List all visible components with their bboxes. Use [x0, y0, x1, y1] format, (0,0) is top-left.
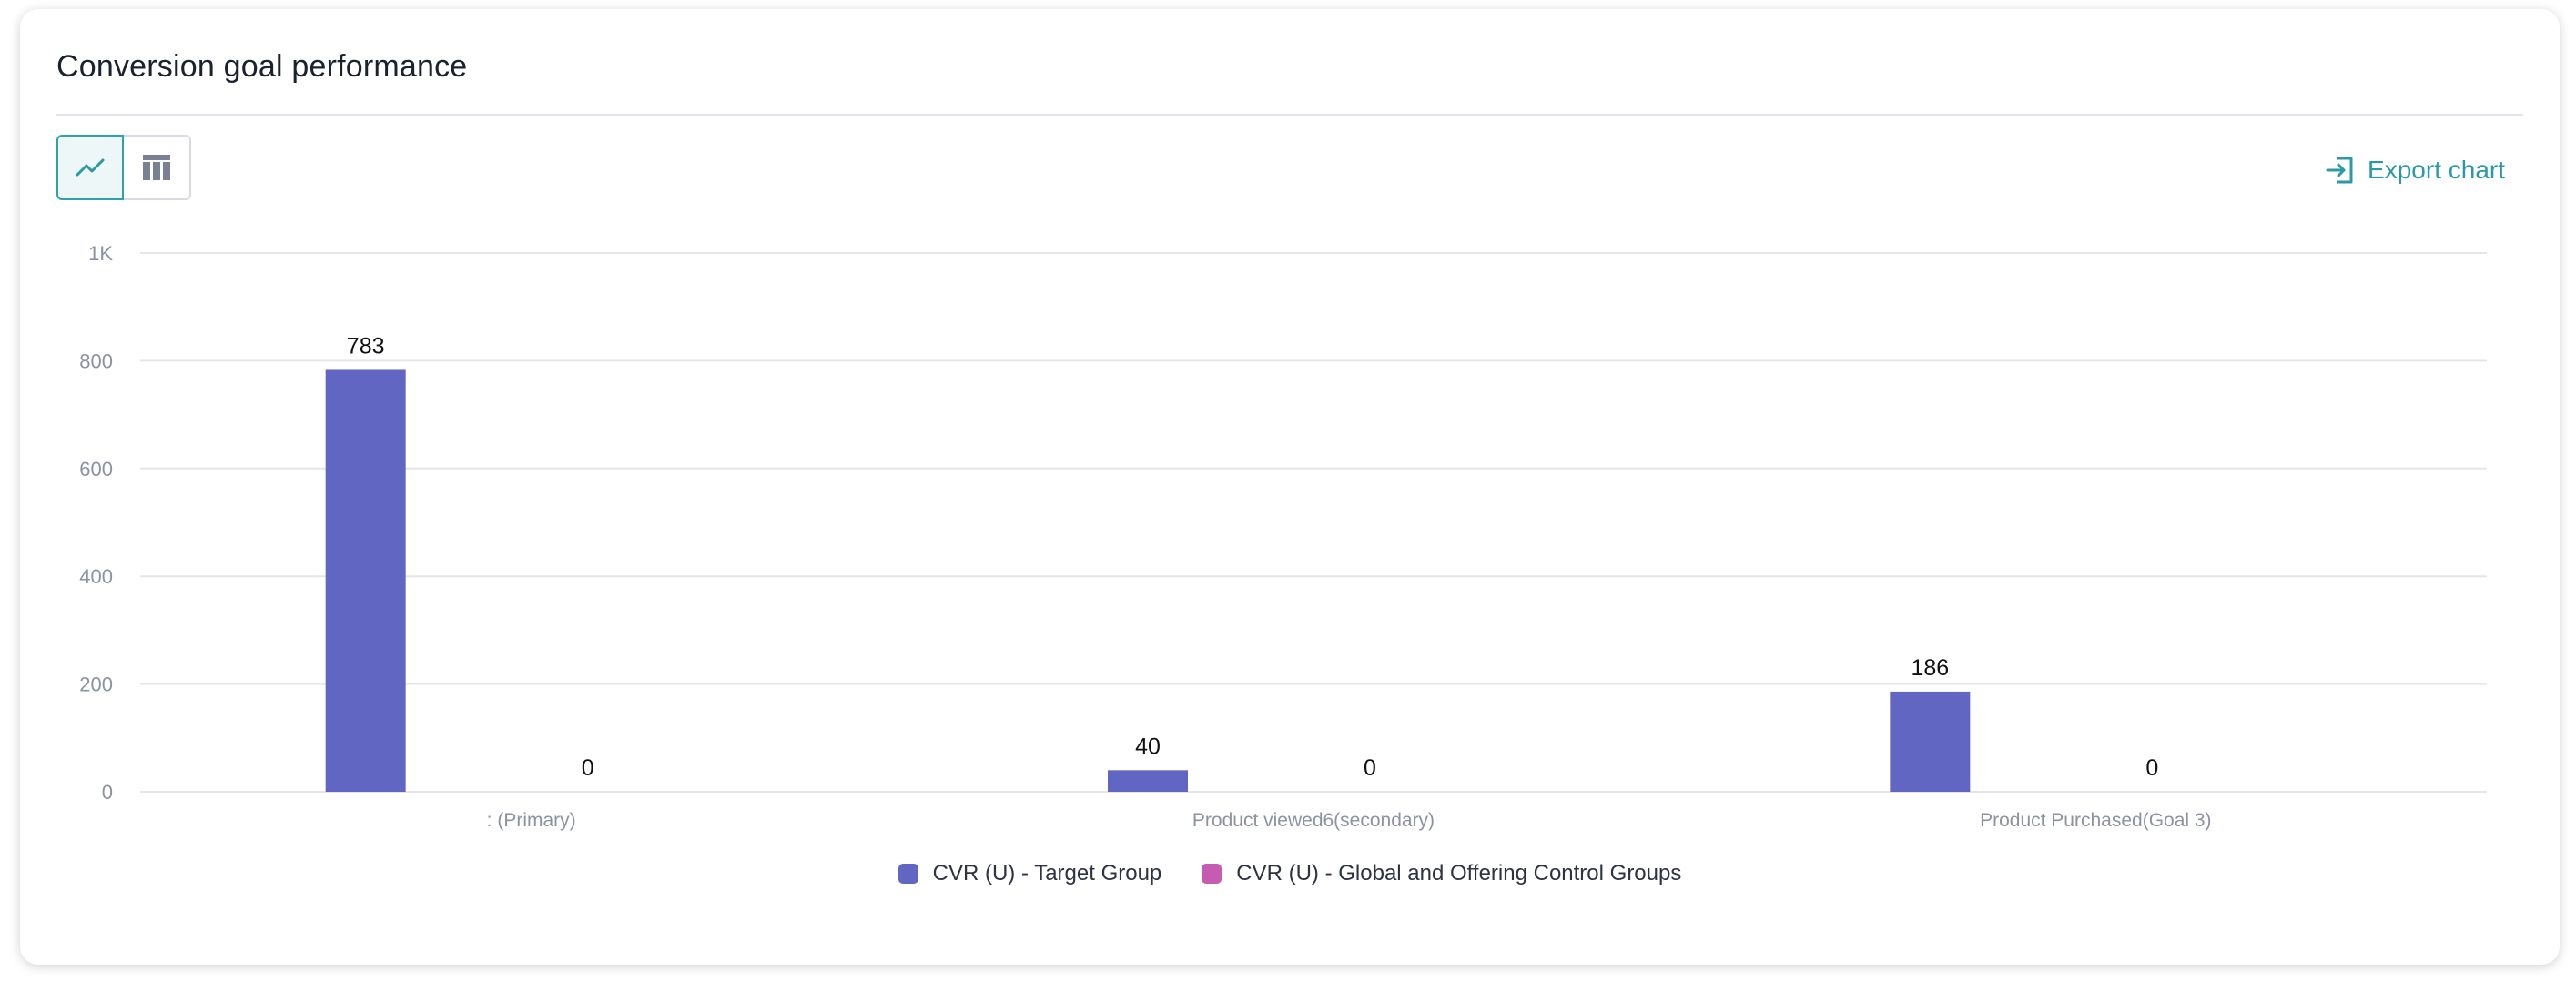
data-label: 186: [1911, 655, 1949, 681]
view-toggle: [56, 135, 191, 200]
line-chart-view-button[interactable]: [56, 135, 124, 200]
legend-item-control-groups[interactable]: CVR (U) - Global and Offering Control Gr…: [1202, 861, 1681, 886]
header-divider: [56, 114, 2523, 116]
y-tick-label: 400: [79, 565, 113, 588]
data-label: 0: [2145, 755, 2158, 781]
data-label: 0: [1364, 755, 1376, 781]
export-chart-button[interactable]: Export chart: [2324, 155, 2505, 186]
y-tick-label: 0: [102, 781, 113, 804]
table-view-button[interactable]: [124, 135, 191, 200]
page-title: Conversion goal performance: [56, 49, 468, 84]
legend-label-control-groups: CVR (U) - Global and Offering Control Gr…: [1236, 861, 1682, 886]
data-label: 40: [1135, 734, 1161, 759]
chart-card: Conversion goal performance Export chart…: [20, 9, 2560, 965]
export-icon: [2326, 157, 2353, 184]
line-chart-icon: [76, 158, 105, 177]
bar: [1108, 770, 1188, 792]
y-tick-label: 1K: [88, 242, 113, 265]
x-tick-label: : (Primary): [487, 810, 576, 831]
legend-label-target-group: CVR (U) - Target Group: [932, 861, 1162, 886]
y-tick-label: 600: [79, 458, 113, 481]
export-chart-label: Export chart: [2368, 156, 2505, 184]
bar: [325, 369, 406, 792]
x-tick-label: Product Purchased(Goal 3): [1980, 810, 2211, 831]
legend-swatch-target-group: [898, 864, 918, 884]
bar: [1890, 691, 1971, 792]
legend-swatch-control-groups: [1202, 864, 1222, 884]
legend-item-target-group[interactable]: CVR (U) - Target Group: [898, 861, 1162, 886]
x-tick-label: Product viewed6(secondary): [1192, 810, 1435, 831]
y-tick-label: 200: [79, 673, 113, 696]
data-label: 783: [347, 333, 385, 359]
chart-area: 0 200 400 600 800 1K 783 0: (Primary) 40 0 Product…: [20, 9, 2560, 965]
table-icon: [143, 155, 170, 180]
y-tick-label: 800: [79, 349, 113, 372]
data-label: 0: [582, 755, 594, 781]
chart-legend: CVR (U) - Target Group CVR (U) - Global …: [20, 861, 2560, 886]
